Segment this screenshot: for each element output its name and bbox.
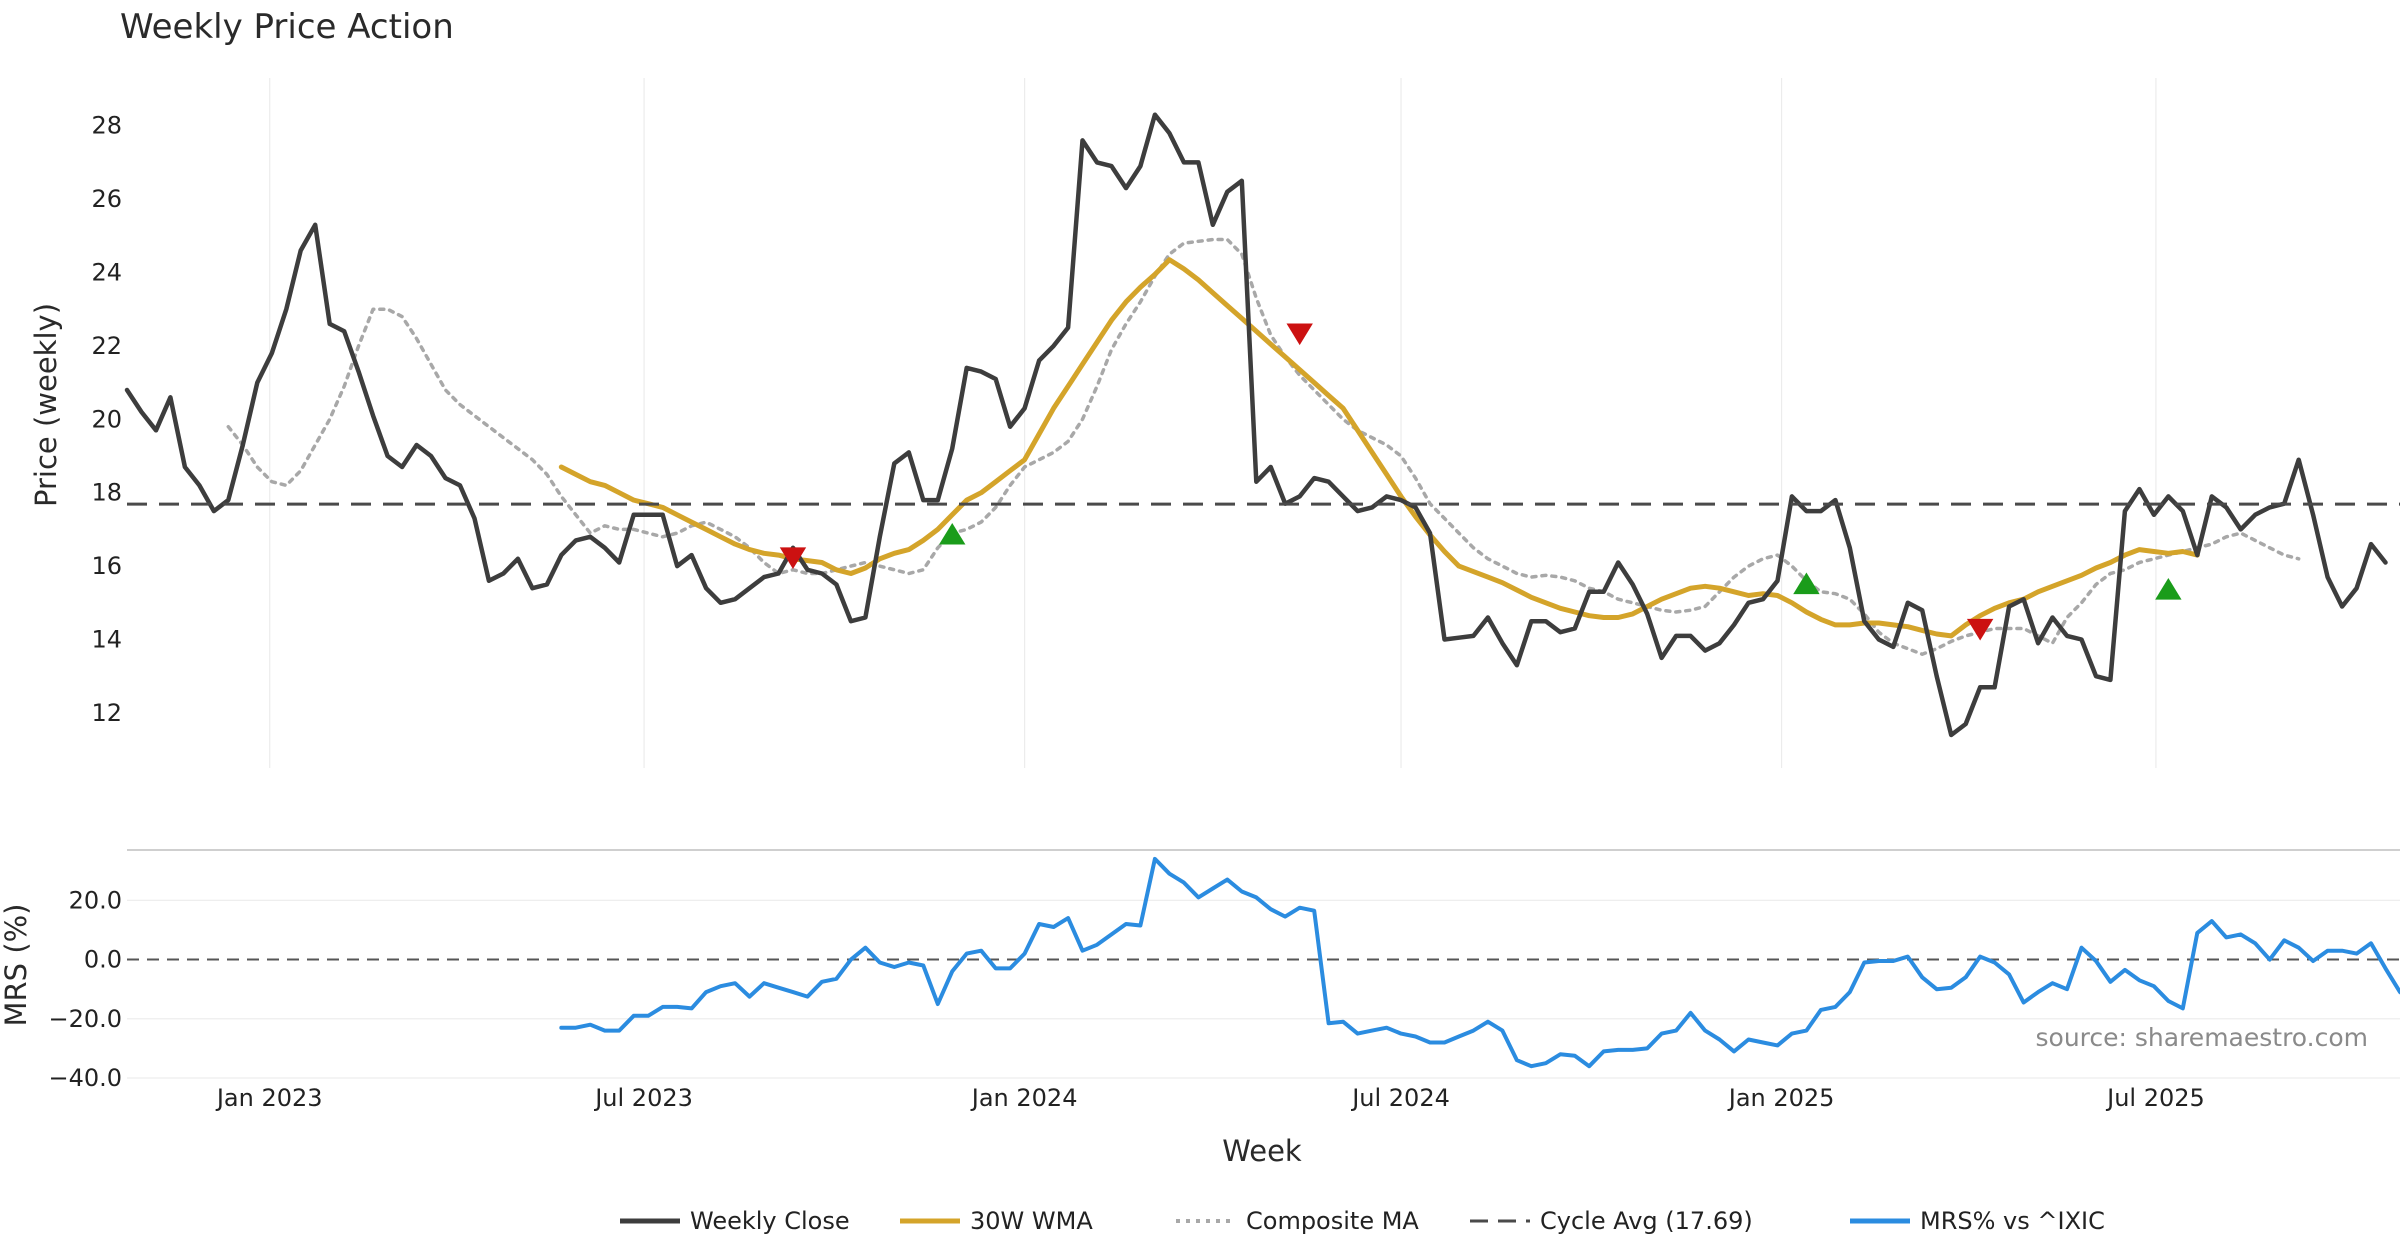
- legend: Weekly Close 30W WMA Composite MA Cycle Avg…: [620, 1207, 2105, 1235]
- source-note: source: sharemaestro.com: [2036, 1023, 2369, 1052]
- x-tick-label: Jan 2024: [970, 1084, 1078, 1112]
- sell-signal-down-marker: [779, 547, 807, 569]
- price-y-tick-label: 18: [91, 479, 122, 507]
- price-y-tick-label: 12: [91, 699, 122, 727]
- price-y-tick-label: 26: [91, 185, 122, 213]
- signal-markers: [779, 323, 2182, 641]
- buy-signal-up-marker: [939, 522, 966, 545]
- price-y-tick-label: 28: [91, 112, 122, 140]
- weekly-close-line: [124, 112, 2388, 738]
- mrs-y-tick-label: 0.0: [84, 946, 122, 974]
- price-series-group: [124, 112, 2400, 738]
- x-tick-label: Jan 2025: [1727, 1084, 1835, 1112]
- mrs-line: [559, 856, 2400, 1069]
- x-tick-label: Jan 2023: [215, 1084, 323, 1112]
- x-tick-label: Jul 2023: [593, 1084, 693, 1112]
- price-y-tick-label: 22: [91, 332, 122, 360]
- legend-label: Cycle Avg (17.69): [1540, 1207, 1753, 1235]
- x-tick-label: Jul 2024: [1350, 1084, 1450, 1112]
- price-panel-grid: [269, 78, 2157, 768]
- x-axis-label: Week: [1222, 1134, 1302, 1168]
- legend-label: Weekly Close: [690, 1207, 850, 1235]
- price-y-tick-label: 16: [91, 552, 122, 580]
- mrs-panel-grid: [127, 849, 2400, 1079]
- price-y-axis-label: Price (weekly): [29, 303, 63, 507]
- mrs-y-tick-label: −40.0: [48, 1064, 122, 1092]
- buy-signal-up-marker: [1793, 572, 1820, 595]
- price-y-tick-label: 24: [91, 259, 122, 287]
- x-tick-label: Jul 2025: [2105, 1084, 2205, 1112]
- chart-title: Weekly Price Action: [120, 7, 454, 47]
- price-y-tick-label: 14: [91, 626, 122, 654]
- legend-label: Composite MA: [1246, 1207, 1419, 1235]
- mrs-y-ticks: −40.0 −20.0 0.0 20.0: [48, 886, 122, 1092]
- price-y-ticks: 12 14 16 18 20 22 24 26 28: [91, 112, 122, 727]
- mrs-y-tick-label: 20.0: [69, 886, 122, 914]
- composite-ma-line: [226, 237, 2301, 656]
- sell-signal-down-marker: [1966, 618, 1994, 641]
- legend-label: MRS% vs ^IXIC: [1920, 1207, 2105, 1235]
- mrs-y-tick-label: −20.0: [48, 1005, 122, 1033]
- x-axis-ticks: Jan 2023 Jul 2023 Jan 2024 Jul 2024 Jan 2025…: [215, 1084, 2205, 1112]
- buy-signal-up-marker: [2155, 577, 2182, 600]
- legend-label: 30W WMA: [970, 1207, 1093, 1235]
- mrs-y-axis-label: MRS (%): [0, 904, 33, 1027]
- price-y-tick-label: 20: [91, 405, 122, 433]
- sell-signal-down-marker: [1286, 323, 1313, 346]
- mrs-series-group: [559, 856, 2400, 1069]
